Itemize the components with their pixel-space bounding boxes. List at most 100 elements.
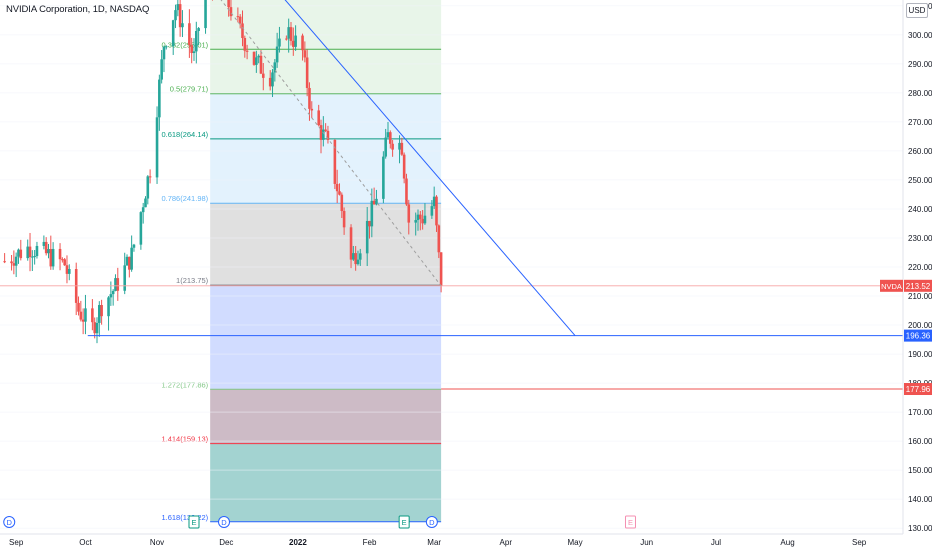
- time-tick-label: 2022: [289, 538, 307, 547]
- candle-body: [319, 125, 323, 140]
- candle-body: [402, 154, 406, 179]
- candle-body: [278, 38, 281, 47]
- candle-body: [365, 220, 369, 254]
- candle-body: [349, 227, 353, 260]
- candle-body: [292, 40, 295, 47]
- fib-level-label: 1(213.75): [176, 276, 209, 285]
- candle-body: [79, 311, 83, 320]
- candle-body: [146, 176, 150, 199]
- candle-body: [368, 220, 371, 227]
- candle-body: [439, 252, 443, 286]
- time-tick-label: Dec: [219, 538, 233, 547]
- candle-body: [421, 218, 424, 224]
- candle-body: [419, 214, 422, 219]
- candle-body: [294, 35, 297, 47]
- fib-zone: [210, 285, 442, 390]
- candle-body: [372, 200, 376, 205]
- symbol-badge-bg: [880, 279, 903, 292]
- candle-body: [174, 10, 177, 21]
- fib-level-label: 0.618(264.14): [161, 130, 208, 139]
- candle-body: [67, 269, 71, 274]
- currency-badge[interactable]: USD: [906, 3, 928, 18]
- candle-body: [160, 59, 163, 80]
- candle-body: [287, 27, 290, 39]
- support-price-badge-bg: [904, 329, 932, 342]
- candle-body: [10, 261, 13, 264]
- candle-body: [340, 194, 344, 211]
- price-axis[interactable]: 130.00140.00150.00160.00170.00180.00190.…: [880, 0, 932, 550]
- candle-body: [95, 322, 99, 334]
- candle-body: [243, 37, 247, 51]
- dividend-marker-label: D: [429, 518, 435, 527]
- candle-body: [35, 245, 39, 257]
- candle-body: [271, 72, 274, 87]
- chart-grid: [0, 5, 903, 529]
- candle-body: [162, 46, 166, 60]
- candle-body: [382, 156, 385, 199]
- candle-body: [388, 132, 392, 144]
- candle-body: [123, 265, 127, 291]
- candle-body: [305, 57, 309, 88]
- candle-body: [241, 23, 244, 38]
- candle-body: [259, 55, 263, 74]
- dividend-marker[interactable]: D: [218, 516, 231, 528]
- candle-body: [289, 27, 293, 41]
- candle-body: [252, 51, 256, 65]
- time-axis[interactable]: Sep Oct Nov Dec 2022 Feb Mar Apr May Jun Jul Aug Sep: [0, 533, 932, 550]
- earnings-marker[interactable]: E: [398, 515, 410, 529]
- fib-zone: [210, 389, 442, 444]
- fib-zone: [210, 443, 442, 522]
- dashed-trendline[interactable]: [206, 0, 442, 287]
- candle-body: [144, 198, 147, 208]
- earnings-marker[interactable]: E: [624, 515, 636, 529]
- dividend-icon: [218, 516, 231, 528]
- candle-body: [176, 4, 180, 11]
- candle-body: [398, 142, 401, 150]
- price-tick-label: 240.00: [908, 205, 932, 214]
- candle-body: [322, 129, 325, 140]
- candle-body: [63, 259, 66, 266]
- descending-trendline[interactable]: [270, 0, 576, 336]
- candle-body: [407, 204, 411, 223]
- candle-body: [141, 207, 145, 213]
- candle-body: [125, 256, 129, 266]
- candle-body: [204, 0, 207, 29]
- candle-body: [91, 308, 94, 323]
- fib-level-label: 1.272(177.86): [161, 380, 208, 389]
- time-tick-label: Sep: [852, 538, 867, 547]
- candle-body: [236, 16, 240, 18]
- time-tick-label: Jul: [711, 538, 721, 547]
- time-tick-label: Oct: [79, 538, 92, 547]
- time-tick-label: Sep: [9, 538, 24, 547]
- candle-body: [423, 215, 427, 224]
- time-tick-label: Feb: [363, 538, 377, 547]
- candle-body: [391, 143, 394, 150]
- candle-body: [181, 23, 184, 28]
- time-tick-label: May: [567, 538, 582, 547]
- last-price-badge-bg: [904, 279, 932, 292]
- price-tick-label: 160.00: [908, 437, 932, 446]
- fib-level-label: 0.382(295.01): [161, 40, 208, 49]
- fib-zone: [210, 0, 442, 50]
- time-tick-label: Apr: [500, 538, 513, 547]
- candle-body: [333, 139, 337, 184]
- candle-body: [195, 30, 198, 52]
- trendline-layer[interactable]: [0, 0, 903, 390]
- earnings-marker-label: E: [191, 518, 196, 527]
- candle-body: [335, 183, 339, 192]
- candle-body: [164, 46, 168, 48]
- candle-body: [58, 248, 62, 260]
- fib-retracement-zones[interactable]: 0.382(295.01) 0.5(279.71) 0.618(264.14) 0.7…: [161, 0, 442, 523]
- candle-body: [375, 198, 378, 205]
- earnings-marker[interactable]: E: [188, 515, 200, 529]
- candle-body: [171, 20, 175, 47]
- dividend-marker[interactable]: D: [425, 516, 438, 528]
- dividend-marker[interactable]: D: [3, 516, 16, 528]
- candle-body: [437, 225, 441, 253]
- candle-body: [114, 278, 117, 291]
- candle-body: [14, 256, 18, 266]
- candle-body: [285, 38, 288, 40]
- target-price-badge-bg: [904, 383, 932, 396]
